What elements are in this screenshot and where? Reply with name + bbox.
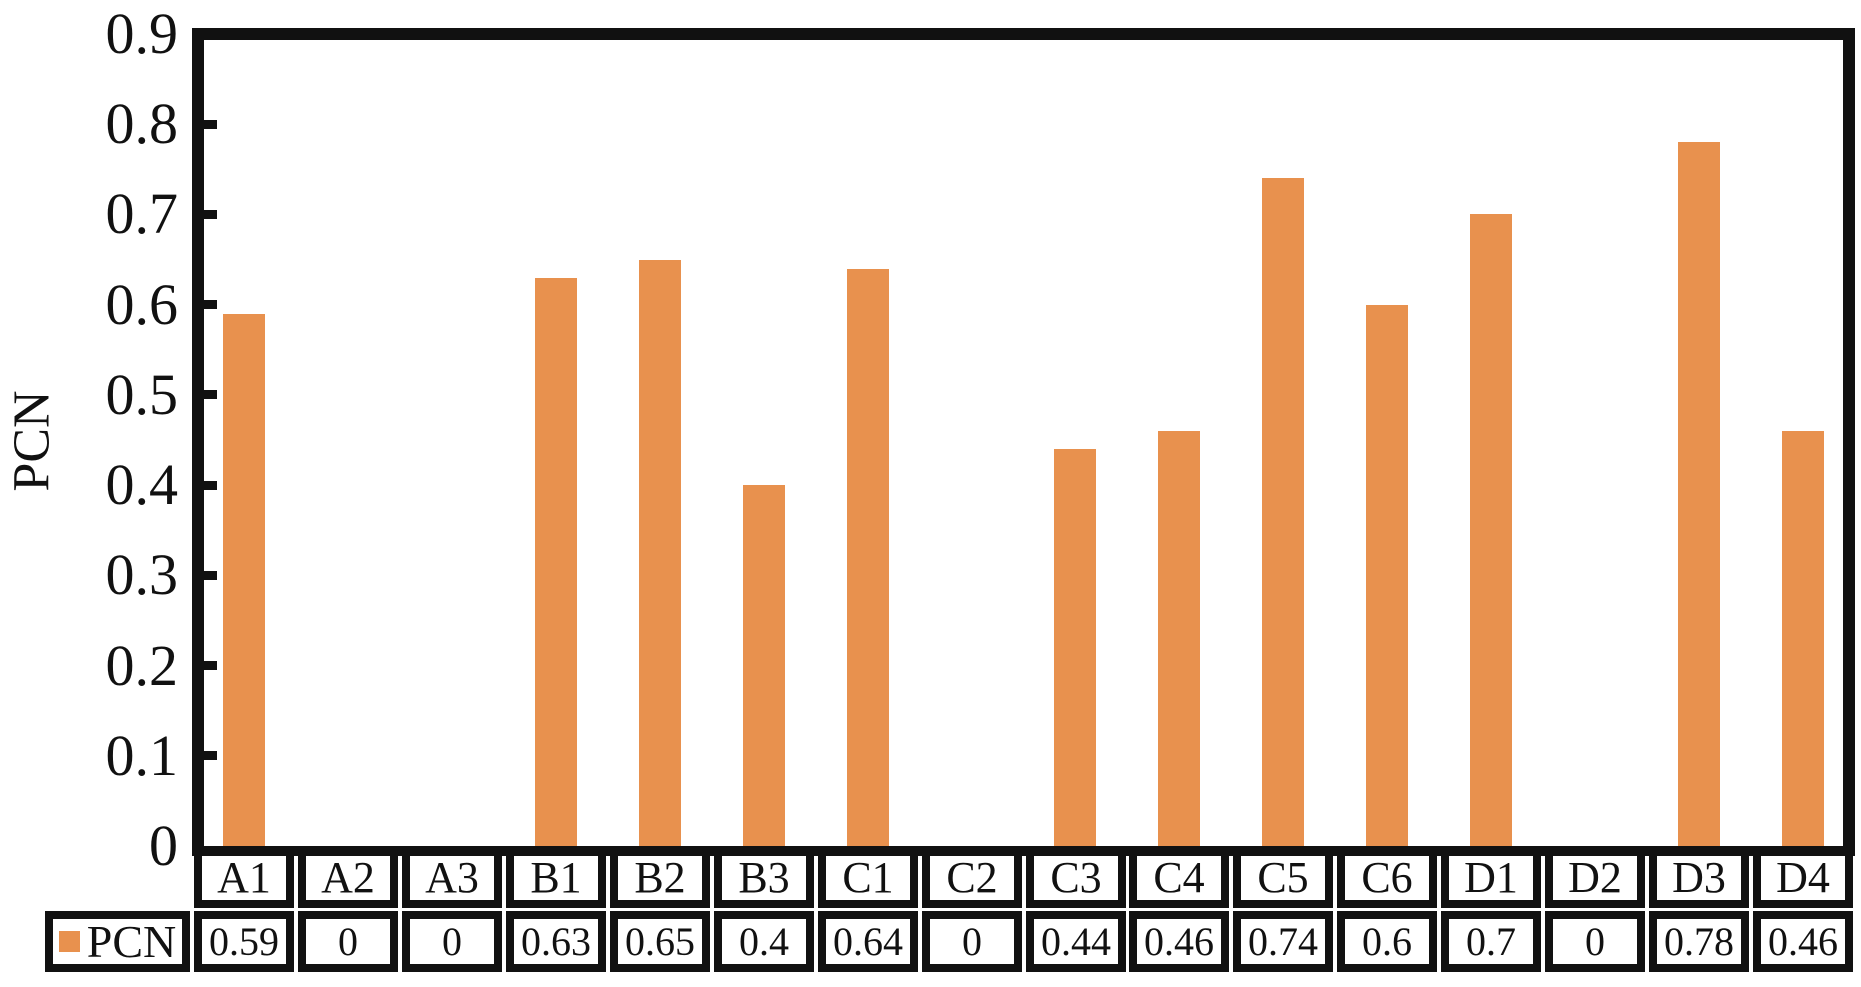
- value-cell-a3: 0: [402, 911, 502, 972]
- value-cell-c1: 0.64: [818, 911, 918, 972]
- bar-b2: [639, 260, 681, 846]
- value-cell-c6: 0.6: [1337, 911, 1437, 972]
- bar-c4: [1158, 431, 1200, 846]
- value-cell-d2: 0: [1545, 911, 1645, 972]
- y-tick-label: 0.2: [105, 632, 179, 698]
- y-tick-label: 0.3: [105, 542, 179, 608]
- bar-c5: [1262, 178, 1304, 846]
- bar-c3: [1054, 449, 1096, 846]
- y-axis-tick-mark: [192, 480, 217, 490]
- plot-area: [192, 28, 1855, 846]
- category-cell-b1: B1: [506, 846, 606, 908]
- y-axis-tick-mark: [192, 751, 217, 761]
- y-axis-tick-mark: [192, 570, 217, 580]
- bar-d4: [1782, 431, 1824, 846]
- value-cell-b2: 0.65: [610, 911, 710, 972]
- value-cell-c4: 0.46: [1129, 911, 1229, 972]
- bar-c1: [847, 269, 889, 846]
- x-axis-baseline: [192, 846, 1855, 856]
- value-cell-b1: 0.63: [506, 911, 606, 972]
- y-axis-tick-mark: [192, 300, 217, 310]
- bar-a1: [223, 314, 265, 846]
- category-cell-d3: D3: [1649, 846, 1749, 908]
- bar-c6: [1366, 305, 1408, 846]
- y-tick-label: 0: [149, 813, 178, 878]
- category-cell-b2: B2: [610, 846, 710, 908]
- y-tick-label: 0.8: [105, 91, 179, 157]
- y-axis-tick-mark: [192, 209, 217, 219]
- bar-d1: [1470, 214, 1512, 846]
- value-cell-a2: 0: [298, 911, 398, 972]
- value-cell-c5: 0.74: [1233, 911, 1333, 972]
- value-cell-d1: 0.7: [1441, 911, 1541, 972]
- bar-b3: [743, 485, 785, 846]
- y-axis-tick-mark: [192, 119, 217, 129]
- value-cell-b3: 0.4: [714, 911, 814, 972]
- y-tick-label: 0.6: [105, 271, 179, 337]
- y-tick-label: 0.9: [105, 1, 179, 67]
- y-tick-label: 0.1: [105, 722, 179, 788]
- y-axis-tick-mark: [192, 661, 217, 671]
- y-tick-label: 0.5: [105, 361, 179, 427]
- bar-b1: [535, 278, 577, 846]
- legend-cell: PCN: [45, 911, 190, 972]
- y-tick-label: 0.7: [105, 181, 179, 247]
- legend-color-swatch-icon: [58, 931, 80, 952]
- value-cell-d4: 0.46: [1753, 911, 1853, 972]
- value-cell-c3: 0.44: [1026, 911, 1126, 972]
- bar-d3: [1678, 142, 1720, 846]
- value-cell-a1: 0.59: [194, 911, 294, 972]
- y-tick-label: 0.4: [105, 452, 179, 518]
- category-cell-d2: D2: [1545, 846, 1645, 908]
- legend-label: PCN: [86, 915, 177, 967]
- y-axis-tick-mark: [192, 390, 217, 400]
- value-cell-d3: 0.78: [1649, 911, 1749, 972]
- value-cell-c2: 0: [922, 911, 1022, 972]
